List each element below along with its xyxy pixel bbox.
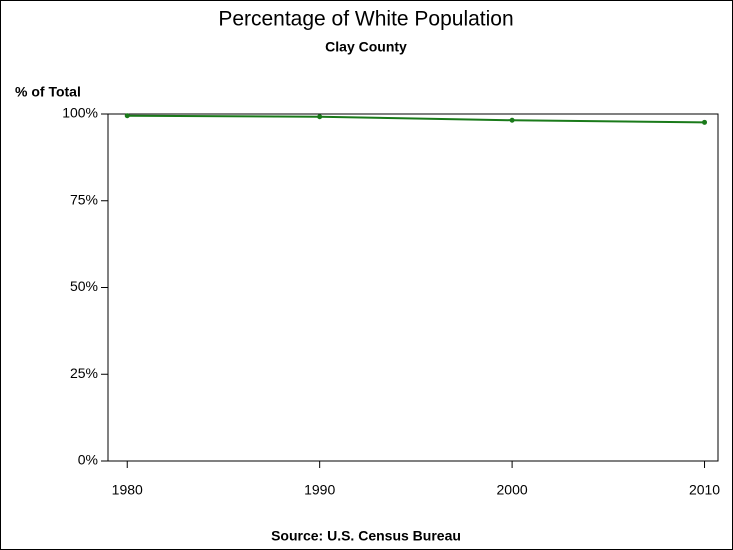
y-axis-label: % of Total [15, 84, 81, 100]
x-tick-label: 1990 [304, 482, 335, 498]
chart-subtitle: Clay County [325, 39, 407, 55]
y-tick-label: 50% [70, 278, 98, 294]
y-tick-label: 25% [70, 365, 98, 381]
y-tick-label: 0% [78, 452, 98, 468]
data-point [124, 113, 130, 119]
x-tick-label: 1980 [112, 482, 143, 498]
data-point [509, 117, 515, 123]
y-tick-label: 75% [70, 191, 98, 207]
y-tick-label: 100% [62, 105, 98, 121]
data-line [127, 114, 705, 124]
x-tick-label: 2000 [497, 482, 528, 498]
footnote: Source: U.S. Census Bureau [271, 528, 461, 544]
data-point [702, 119, 708, 125]
chart-title: Percentage of White Population [218, 8, 513, 31]
data-point [317, 114, 323, 120]
x-tick-label: 2010 [689, 482, 720, 498]
